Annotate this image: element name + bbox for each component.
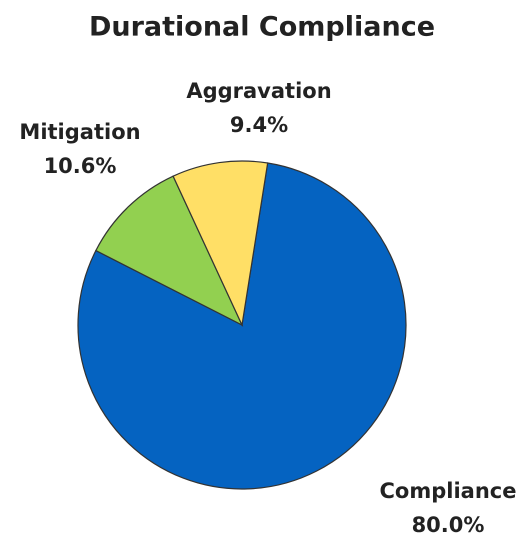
slice-label: Aggravation	[186, 79, 331, 103]
pie-slice	[172, 160, 269, 328]
slice-value-label: 10.6%	[44, 154, 117, 178]
pie-slice	[95, 175, 244, 327]
slice-label: Compliance	[380, 479, 517, 503]
slice-label: Mitigation	[19, 120, 140, 144]
chart-title: Durational Compliance	[89, 12, 435, 43]
slice-value-label: 80.0%	[412, 513, 485, 537]
slice-value-label: 9.4%	[230, 113, 288, 137]
